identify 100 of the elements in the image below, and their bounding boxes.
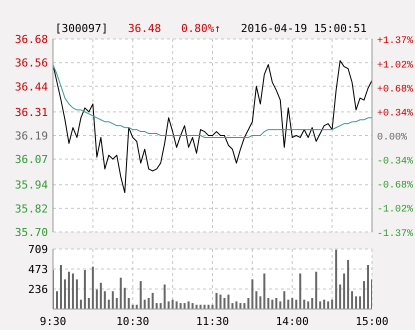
y-tick-label: 35.82 (14, 202, 48, 216)
bar (144, 300, 146, 309)
bar (128, 298, 130, 309)
line-series (53, 64, 372, 138)
y2-tick-label: -1.37% (377, 229, 414, 240)
bar (291, 298, 294, 309)
bar (172, 300, 174, 309)
bar (84, 270, 86, 309)
bar (188, 301, 190, 309)
bar (279, 301, 282, 309)
bar (367, 264, 370, 309)
bar (120, 278, 122, 309)
bar (343, 273, 346, 309)
y-tick-label: 35.70 (14, 226, 48, 239)
bar (108, 300, 110, 309)
bar (339, 284, 342, 309)
chart-title: [300097] (55, 22, 108, 36)
bar (168, 301, 170, 309)
x-tick-label: 10:30 (116, 314, 150, 328)
bar (76, 279, 78, 309)
bar (351, 291, 354, 309)
bar (359, 296, 362, 309)
bar (64, 279, 66, 309)
text: 36.48 (128, 22, 162, 36)
bar (124, 288, 126, 309)
bar (251, 279, 254, 309)
bar (156, 303, 158, 309)
bar (96, 290, 98, 309)
y2-tick-label: -0.68% (377, 180, 414, 192)
bar (299, 273, 302, 309)
y-tick-label: 36.31 (14, 106, 48, 119)
bar (255, 291, 258, 309)
bar (223, 298, 226, 309)
bar (184, 303, 186, 309)
bar (267, 298, 270, 309)
bar (219, 294, 222, 309)
bar (331, 300, 334, 309)
bar (92, 266, 94, 309)
y2-tick-label: +0.34% (377, 108, 414, 120)
text: 0.80%↑ (181, 22, 221, 36)
y-tick-label: 36.44 (14, 80, 48, 94)
bar (164, 284, 166, 309)
bar (80, 300, 82, 309)
bar (315, 272, 318, 309)
bar (140, 281, 142, 309)
bar (215, 292, 218, 309)
y-tick-label: 236 (28, 283, 48, 296)
bar (235, 301, 238, 309)
bar (180, 303, 182, 309)
bar (239, 303, 242, 309)
x-tick-label: 9:30 (40, 314, 66, 328)
y2-tick-label: -0.34% (377, 156, 414, 168)
x-tick-label: 11:30 (196, 314, 230, 328)
bar (347, 260, 350, 309)
bar (227, 294, 230, 309)
y2-tick-label: +1.02% (377, 60, 414, 72)
bar (327, 301, 330, 309)
bar (363, 281, 366, 309)
bar (311, 298, 314, 309)
bar (247, 298, 250, 309)
bar (259, 296, 262, 309)
bar (100, 282, 102, 309)
bar (231, 303, 234, 309)
y-tick-label: 709 (28, 243, 48, 256)
x-tick-label: 15:00 (355, 314, 389, 328)
bar (275, 298, 278, 309)
bar (283, 291, 286, 309)
bar (160, 303, 162, 309)
y2-tick-label: -1.02% (377, 204, 414, 216)
bar (319, 301, 322, 309)
y2-tick-label: 0.00% (377, 132, 408, 144)
y-tick-label: 36.68 (14, 33, 48, 46)
x-tick-label: 14:00 (276, 314, 309, 328)
bar (72, 273, 74, 309)
bar (176, 301, 178, 309)
bar (287, 300, 290, 309)
bar (152, 292, 154, 309)
y-tick-label: 36.19 (14, 130, 48, 142)
text: 2016-04-19 15:00:51 (240, 22, 367, 36)
bar (148, 298, 150, 309)
bar (88, 298, 90, 309)
bar (303, 300, 306, 309)
bar (263, 273, 266, 309)
bar (355, 296, 358, 309)
bar (307, 301, 310, 309)
y-tick-label: 473 (28, 262, 48, 276)
bar (56, 291, 58, 309)
bar (112, 291, 114, 309)
y-tick-label: 36.56 (14, 56, 48, 70)
y2-tick-label: +1.37% (377, 36, 414, 47)
bar (60, 264, 62, 309)
bar (104, 291, 106, 309)
bar (192, 303, 194, 309)
bar (335, 250, 338, 309)
line-series (53, 60, 372, 194)
bar (323, 300, 326, 309)
bar (295, 300, 298, 309)
bar (243, 303, 246, 309)
y-tick-label: 36.07 (14, 153, 48, 166)
y2-tick-label: +0.68% (377, 84, 414, 96)
